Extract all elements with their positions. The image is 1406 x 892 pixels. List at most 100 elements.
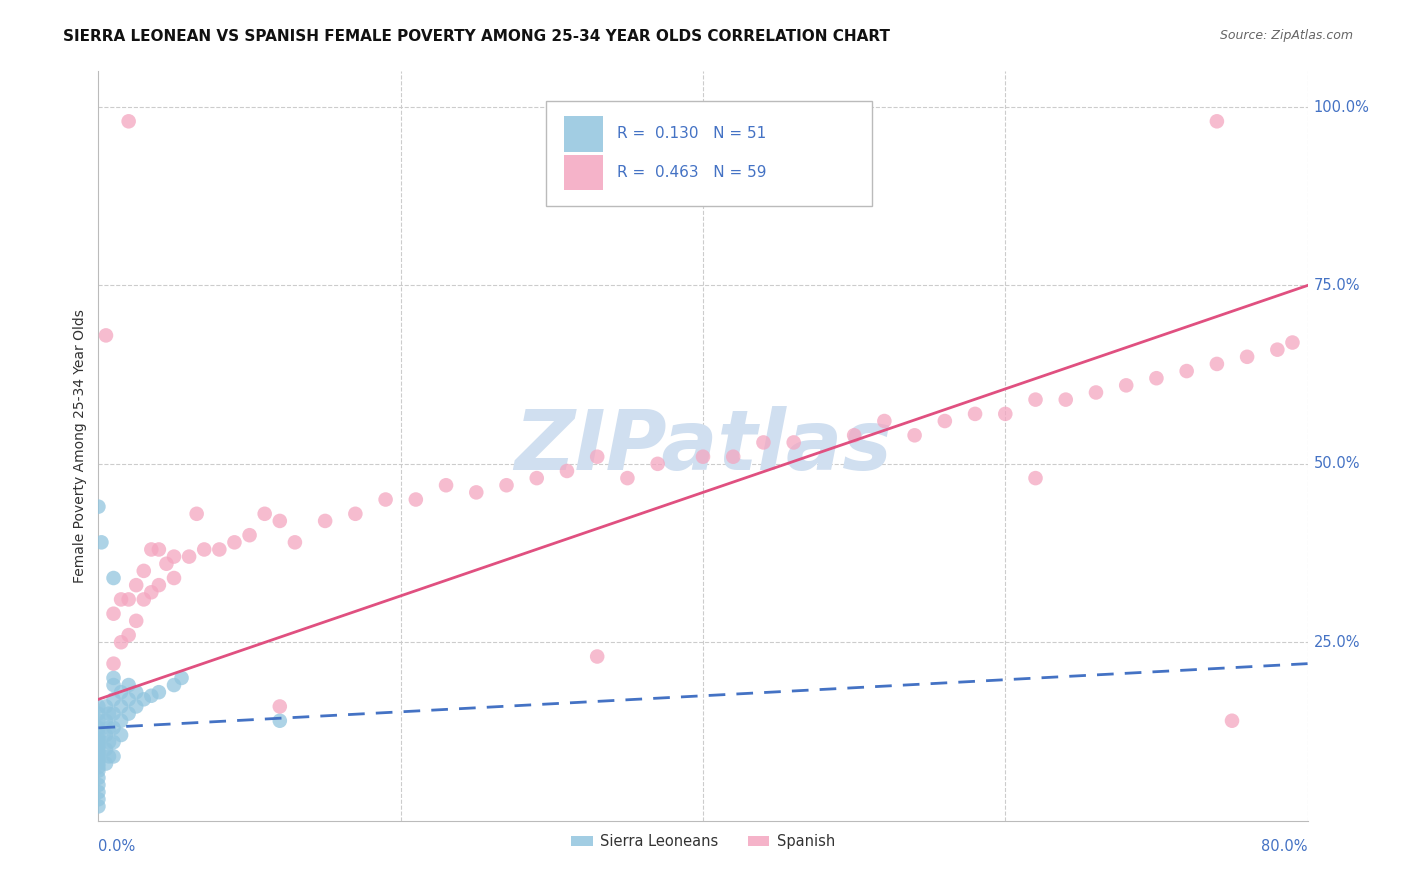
Point	[118, 692, 141, 706]
Point	[965, 407, 987, 421]
Point	[132, 592, 155, 607]
Point	[783, 435, 806, 450]
Point	[87, 721, 110, 735]
Point	[193, 542, 215, 557]
Point	[87, 756, 110, 771]
Bar	[564, 116, 603, 152]
Text: ZIPatlas: ZIPatlas	[515, 406, 891, 486]
Point	[586, 649, 609, 664]
Point	[87, 500, 110, 514]
Point	[163, 571, 186, 585]
Point	[132, 692, 155, 706]
Text: 100.0%: 100.0%	[1313, 100, 1369, 114]
Point	[163, 549, 186, 564]
Text: 80.0%: 80.0%	[1261, 839, 1308, 855]
Text: R =  0.130   N = 51: R = 0.130 N = 51	[617, 126, 766, 141]
Point	[103, 657, 125, 671]
Point	[314, 514, 336, 528]
Point	[125, 699, 148, 714]
Point	[87, 739, 110, 753]
Point	[239, 528, 262, 542]
Point	[118, 592, 141, 607]
Point	[90, 535, 112, 549]
Point	[87, 764, 110, 778]
Point	[1115, 378, 1137, 392]
Point	[110, 728, 132, 742]
Point	[103, 678, 125, 692]
Point	[752, 435, 775, 450]
Point	[103, 571, 125, 585]
Point	[103, 749, 125, 764]
Text: SIERRA LEONEAN VS SPANISH FEMALE POVERTY AMONG 25-34 YEAR OLDS CORRELATION CHART: SIERRA LEONEAN VS SPANISH FEMALE POVERTY…	[63, 29, 890, 44]
Point	[934, 414, 956, 428]
Point	[269, 514, 291, 528]
Point	[98, 735, 121, 749]
Point	[269, 699, 291, 714]
FancyBboxPatch shape	[546, 102, 872, 206]
Point	[87, 728, 110, 742]
Point	[103, 692, 125, 706]
Point	[405, 492, 427, 507]
Point	[103, 607, 125, 621]
Point	[118, 706, 141, 721]
Point	[94, 756, 117, 771]
Point	[616, 471, 638, 485]
Point	[224, 535, 246, 549]
Point	[87, 742, 110, 756]
Point	[1206, 114, 1229, 128]
Point	[141, 689, 163, 703]
Point	[495, 478, 517, 492]
Text: Source: ZipAtlas.com: Source: ZipAtlas.com	[1219, 29, 1353, 42]
Point	[692, 450, 714, 464]
Point	[94, 742, 117, 756]
Point	[87, 785, 110, 799]
Point	[647, 457, 669, 471]
Point	[434, 478, 457, 492]
Point	[94, 328, 117, 343]
Point	[118, 114, 141, 128]
Point	[87, 778, 110, 792]
Point	[1220, 714, 1243, 728]
Point	[374, 492, 396, 507]
Point	[110, 592, 132, 607]
Point	[103, 721, 125, 735]
Point	[103, 706, 125, 721]
Point	[148, 685, 170, 699]
Text: 0.0%: 0.0%	[98, 839, 135, 855]
Point	[163, 678, 186, 692]
Point	[98, 706, 121, 721]
Point	[253, 507, 276, 521]
Point	[125, 614, 148, 628]
Point	[170, 671, 193, 685]
Bar	[564, 154, 603, 191]
Y-axis label: Female Poverty Among 25-34 Year Olds: Female Poverty Among 25-34 Year Olds	[73, 309, 87, 583]
Point	[110, 699, 132, 714]
Point	[526, 471, 548, 485]
Point	[125, 685, 148, 699]
Point	[179, 549, 201, 564]
Point	[118, 678, 141, 692]
Point	[98, 721, 121, 735]
Point	[87, 714, 110, 728]
Point	[208, 542, 231, 557]
Point	[1236, 350, 1258, 364]
Point	[148, 578, 170, 592]
Point	[87, 771, 110, 785]
Point	[1206, 357, 1229, 371]
Point	[904, 428, 927, 442]
Point	[1144, 371, 1167, 385]
Text: R =  0.463   N = 59: R = 0.463 N = 59	[617, 165, 766, 180]
Point	[344, 507, 367, 521]
Point	[87, 799, 110, 814]
Point	[1024, 392, 1046, 407]
Point	[118, 628, 141, 642]
Point	[723, 450, 745, 464]
Point	[87, 746, 110, 760]
Point	[132, 564, 155, 578]
Point	[269, 714, 291, 728]
Point	[1024, 471, 1046, 485]
Legend: Sierra Leoneans, Spanish: Sierra Leoneans, Spanish	[565, 828, 841, 855]
Point	[125, 578, 148, 592]
Point	[141, 542, 163, 557]
Point	[87, 706, 110, 721]
